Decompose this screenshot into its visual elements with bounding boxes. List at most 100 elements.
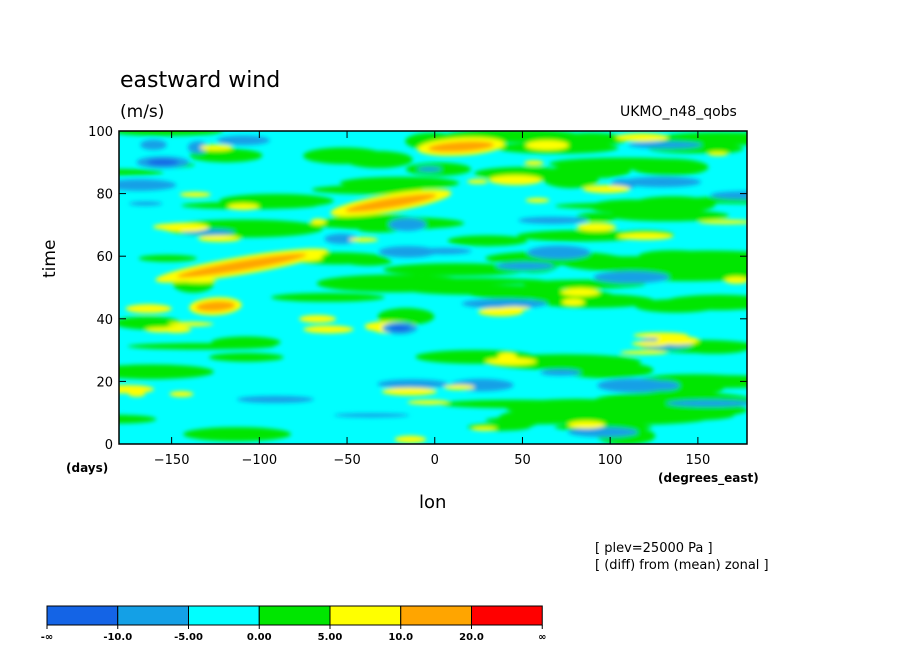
contour-green xyxy=(119,364,214,380)
contour-green xyxy=(208,352,284,362)
contour-yellow xyxy=(145,327,177,333)
contour-blue xyxy=(377,379,449,389)
contour-yellow xyxy=(576,222,617,232)
contour-yellow xyxy=(348,237,379,243)
colorbar-label: -∞ xyxy=(41,632,53,643)
y-tick-label: 20 xyxy=(96,375,113,390)
contour-yellow xyxy=(560,288,600,297)
contour-green xyxy=(316,274,472,293)
contour-yellow xyxy=(310,218,326,225)
contour-green xyxy=(138,254,198,262)
y-tick-label: 60 xyxy=(96,250,113,265)
contour-yellow xyxy=(489,175,542,186)
contour-yellow xyxy=(152,223,192,231)
colorbar-swatch xyxy=(188,605,260,626)
contour-yellow xyxy=(707,151,728,156)
contour-green xyxy=(377,308,435,326)
contour-yellow xyxy=(394,435,427,443)
contour-yellow xyxy=(443,384,475,390)
x-tick-label: 0 xyxy=(431,453,439,468)
contour-dark-blue xyxy=(147,159,179,166)
contour-green xyxy=(183,427,292,442)
contour-yellow xyxy=(656,335,699,346)
contour-blue xyxy=(187,141,208,154)
contour-blue xyxy=(527,245,591,260)
contour-green xyxy=(211,336,281,348)
contour-blue xyxy=(666,399,747,407)
contour-yellow xyxy=(567,420,606,429)
contour-dark-blue xyxy=(389,325,411,332)
contour-blue xyxy=(324,233,359,245)
contour-yellow xyxy=(562,298,585,306)
x-tick-label: 50 xyxy=(514,453,531,468)
dataset-label: UKMO_n48_qobs xyxy=(620,104,737,120)
colorbar-label: -10.0 xyxy=(103,632,132,643)
contour-green xyxy=(303,147,385,165)
x-axis-label: lon xyxy=(419,492,447,513)
contour-green xyxy=(311,185,423,195)
contour-blue xyxy=(540,369,582,376)
contour-blue xyxy=(388,218,427,231)
contour-yellow xyxy=(615,133,669,142)
x-tick-label: 150 xyxy=(685,453,710,468)
contour-blue xyxy=(461,298,548,309)
colorbar-label: ∞ xyxy=(538,632,546,643)
contour-green xyxy=(119,414,157,424)
colorbar-swatch xyxy=(258,605,331,626)
colorbar: -∞ -10.0 -5.00 0.00 5.00 10.0 20.0 ∞ xyxy=(41,605,546,643)
contour-green xyxy=(358,226,399,233)
contour-green xyxy=(271,293,385,302)
diff-note: [ (diff) from (mean) zonal ] xyxy=(595,558,769,573)
contour-yellow xyxy=(724,276,747,284)
contour-blue xyxy=(416,247,472,255)
contour-yellow xyxy=(303,325,354,334)
contour-yellow xyxy=(582,185,631,194)
colorbar-label: 5.00 xyxy=(318,632,343,643)
contour-blue xyxy=(496,262,555,270)
contour-green xyxy=(543,170,599,189)
contour-blue xyxy=(378,246,437,258)
contour-blue xyxy=(236,395,314,404)
contour-orange xyxy=(195,301,236,312)
x-tick-label: −150 xyxy=(154,453,190,468)
y-axis-unit: (days) xyxy=(66,461,109,475)
contour-yellow xyxy=(525,140,569,151)
contour-green xyxy=(119,169,164,176)
colorbar-label: 10.0 xyxy=(388,632,413,643)
contour-yellow xyxy=(471,426,497,431)
colorbar-swatch xyxy=(400,605,472,626)
contour-blue xyxy=(645,380,680,391)
contour-blue xyxy=(710,191,747,200)
contour-yellow xyxy=(467,179,489,184)
contour-yellow xyxy=(485,357,537,366)
contour-yellow xyxy=(524,160,544,166)
y-tick-label: 0 xyxy=(105,438,113,453)
contour-yellow xyxy=(169,391,194,397)
heatmap-field xyxy=(119,131,747,444)
colorbar-swatch xyxy=(471,605,543,626)
contour-green xyxy=(532,294,655,308)
x-axis-unit: (degrees_east) xyxy=(658,471,759,485)
contour-yellow xyxy=(499,306,531,311)
colorbar-swatch xyxy=(117,605,189,626)
contour-yellow xyxy=(179,191,211,198)
contour-yellow xyxy=(227,203,260,211)
x-tick-label: 100 xyxy=(598,453,623,468)
contour-yellow xyxy=(197,235,241,242)
contour-green xyxy=(447,235,528,247)
y-tick-label: 80 xyxy=(96,188,113,203)
contour-yellow xyxy=(125,304,172,314)
contour-yellow xyxy=(199,144,233,151)
contour-blue xyxy=(593,271,670,284)
contour-orange xyxy=(428,141,494,153)
contour-green xyxy=(549,157,700,170)
contour-blue xyxy=(128,201,163,206)
contour-orange xyxy=(176,253,307,278)
contour-green xyxy=(555,202,704,210)
contour-blue xyxy=(628,141,702,149)
chart-title: eastward wind xyxy=(120,68,281,93)
contour-yellow xyxy=(381,387,437,396)
contour-orange xyxy=(345,193,437,213)
contour-green xyxy=(693,144,744,154)
